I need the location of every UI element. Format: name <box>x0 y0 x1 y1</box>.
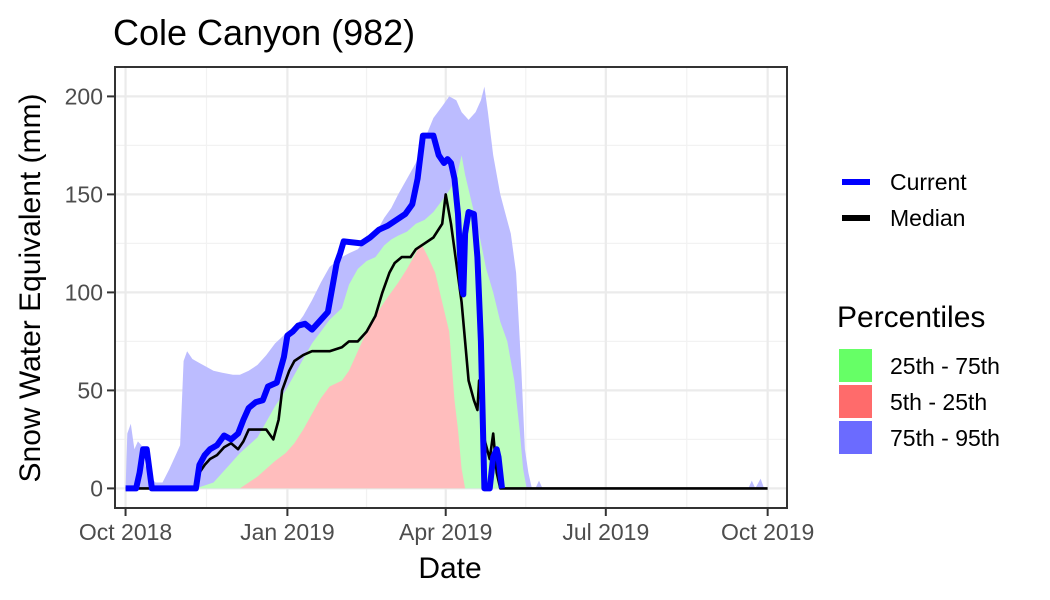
chart-title: Cole Canyon (982) <box>113 12 415 53</box>
y-tick-label: 200 <box>65 83 103 109</box>
y-axis: 0 50 100 150 200 <box>65 83 115 501</box>
legend-label: 25th - 75th <box>890 353 1000 379</box>
x-axis: Oct 2018 Jan 2019 Apr 2019 Jul 2019 Oct 2019 <box>79 508 814 545</box>
legend-label: 75th - 95th <box>890 425 1000 451</box>
band-5-25 <box>125 243 768 489</box>
percentile-bands <box>125 86 768 489</box>
legend-key-swatch <box>839 385 872 418</box>
x-tick-label: Jan 2019 <box>240 519 335 545</box>
x-tick-label: Oct 2019 <box>721 519 814 545</box>
legend-title: Percentiles <box>837 301 985 334</box>
y-tick-label: 50 <box>77 377 103 403</box>
y-tick-label: 0 <box>90 475 103 501</box>
legend-label: Median <box>890 205 965 231</box>
plot-border <box>114 66 788 509</box>
y-axis-title: Snow Water Equivalent (mm) <box>14 93 47 482</box>
x-axis-title: Date <box>418 552 481 585</box>
current-line <box>125 132 505 492</box>
legend-label: Current <box>890 169 967 195</box>
legend: Current Median Percentiles 25th - 75th 5th -… <box>837 169 1000 454</box>
legend-key-swatch <box>839 349 872 382</box>
x-tick-label: Apr 2019 <box>399 519 492 545</box>
x-tick-label: Jul 2019 <box>562 519 649 545</box>
legend-label: 5th - 25th <box>890 389 987 415</box>
median-line <box>125 193 768 490</box>
y-tick-label: 150 <box>65 181 103 207</box>
x-tick-label: Oct 2018 <box>79 519 172 545</box>
series-lines <box>125 132 768 492</box>
y-tick-label: 100 <box>65 279 103 305</box>
legend-key-swatch <box>839 421 872 454</box>
